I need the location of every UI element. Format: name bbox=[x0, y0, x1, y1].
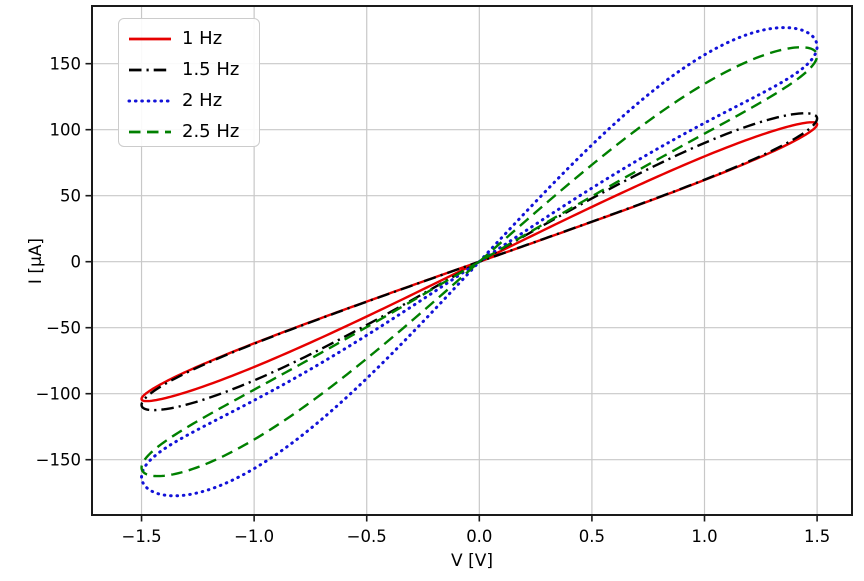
y-axis-label: I [μA] bbox=[26, 237, 46, 285]
legend-label: 2.5 Hz bbox=[182, 120, 240, 142]
curve-2-5-hz bbox=[140, 46, 819, 478]
axes-frame bbox=[91, 5, 853, 516]
legend: 1 Hz 1.5 Hz 2 Hz 2.5 Hz bbox=[118, 18, 260, 147]
gridlines bbox=[92, 6, 852, 515]
x-tick-label: 0.5 bbox=[579, 527, 605, 546]
legend-line-sample bbox=[129, 37, 171, 40]
axis-ticks bbox=[85, 62, 818, 522]
x-tick-label: 0.0 bbox=[466, 527, 492, 546]
x-tick-label: 1.0 bbox=[691, 527, 717, 546]
legend-item-2hz: 2 Hz bbox=[127, 85, 259, 116]
legend-item-1hz: 1 Hz bbox=[127, 23, 259, 54]
y-tick-label: −50 bbox=[46, 319, 81, 338]
legend-line-sample bbox=[129, 68, 171, 71]
legend-label: 2 Hz bbox=[182, 89, 223, 111]
y-tick-label: 150 bbox=[50, 55, 82, 74]
tick-labels: −1.5 −1.0 −0.5 0.0 0.5 1.0 1.5 −150 −100 −50 0 50 10… bbox=[36, 55, 831, 546]
legend-item-2-5hz: 2.5 Hz bbox=[127, 116, 259, 147]
x-tick-label: −1.5 bbox=[122, 527, 162, 546]
legend-line-sample bbox=[127, 99, 173, 102]
series-curves bbox=[140, 26, 819, 498]
plot-frame bbox=[91, 5, 853, 516]
y-tick-label: −100 bbox=[36, 385, 81, 404]
y-tick-label: 100 bbox=[50, 121, 82, 140]
x-tick-label: −1.0 bbox=[234, 527, 274, 546]
y-tick-label: 0 bbox=[71, 253, 82, 272]
legend-label: 1 Hz bbox=[182, 27, 223, 49]
x-axis-label: V [V] bbox=[451, 551, 493, 571]
y-tick-label: −150 bbox=[36, 451, 81, 470]
x-tick-label: 1.5 bbox=[804, 527, 830, 546]
x-tick-label: −0.5 bbox=[347, 527, 387, 546]
legend-line-sample bbox=[129, 130, 171, 133]
legend-label: 1.5 Hz bbox=[182, 58, 240, 80]
legend-item-1-5hz: 1.5 Hz bbox=[127, 54, 259, 85]
y-tick-label: 50 bbox=[60, 187, 81, 206]
